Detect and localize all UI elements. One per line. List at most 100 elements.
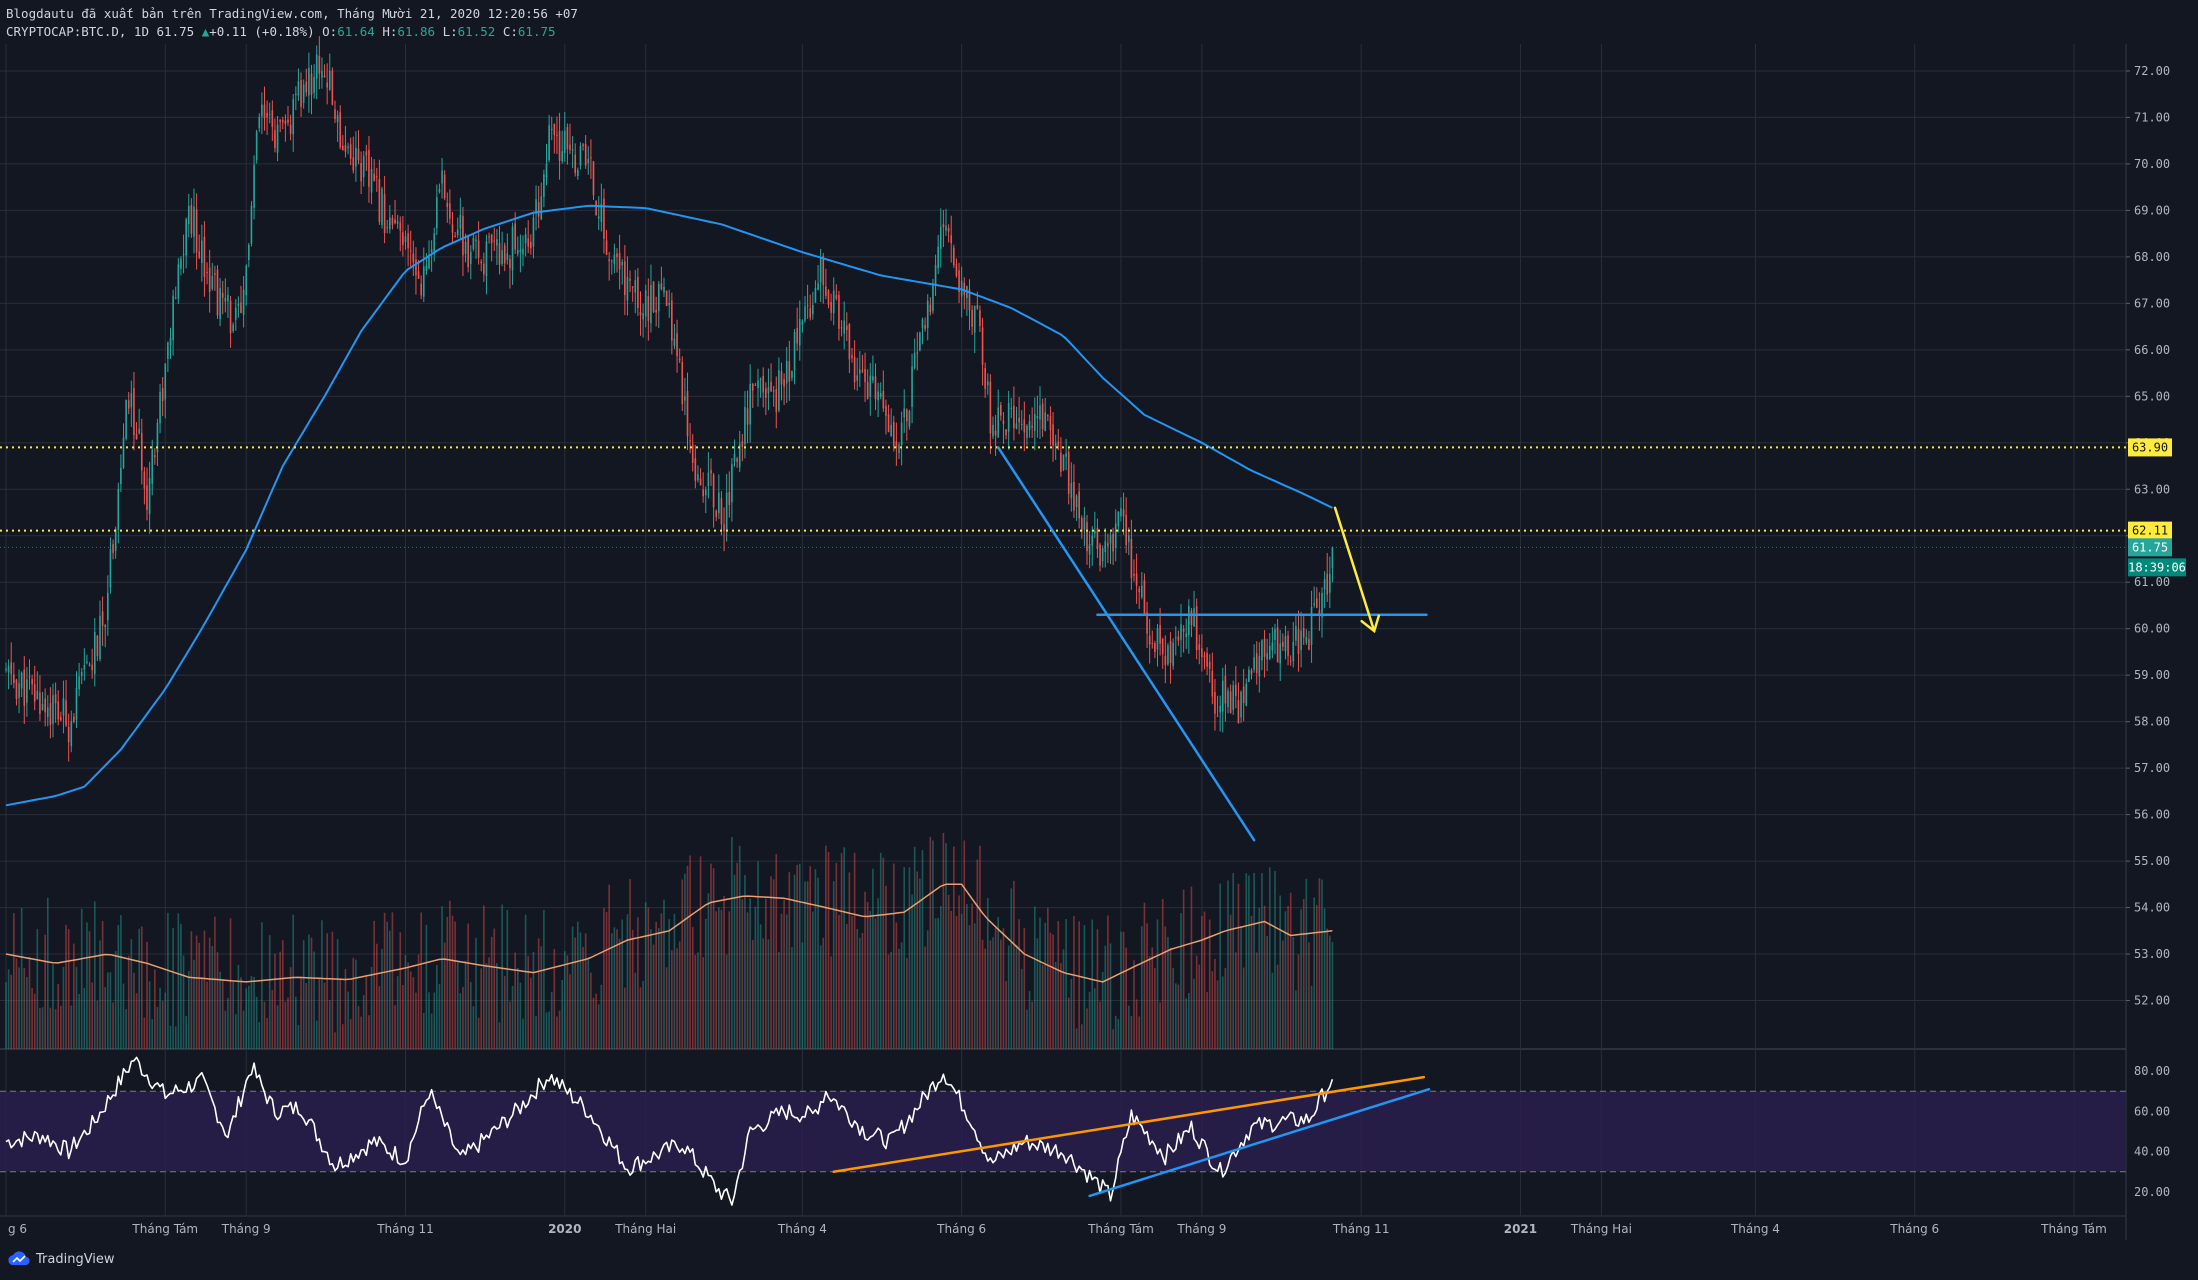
candle-body (934, 265, 937, 285)
volume-bar (83, 987, 86, 1049)
candle-body (561, 151, 563, 162)
candle-body (164, 363, 167, 400)
candle-body (809, 308, 812, 318)
candle-body (201, 240, 203, 263)
volume-bar (1138, 1016, 1141, 1049)
volume-bar (313, 951, 315, 1049)
volume-bar (822, 937, 825, 1049)
candle-body (1177, 636, 1180, 641)
candle-body (177, 264, 180, 299)
volume-bar (1188, 993, 1190, 1049)
volume-bar (125, 1009, 127, 1049)
candle-body (832, 290, 835, 314)
volume-bar (174, 1026, 177, 1049)
volume-bar (334, 1032, 336, 1049)
volume-bar (903, 867, 906, 1049)
candle-body (629, 278, 631, 281)
volume-bar (728, 911, 731, 1049)
candle-body (1107, 543, 1109, 547)
candle-body (80, 671, 83, 677)
candle-body (697, 473, 699, 481)
descending-trendline[interactable] (996, 446, 1256, 842)
candle-body (971, 309, 973, 327)
candle-body (968, 289, 971, 311)
volume-bar (825, 845, 827, 1049)
candle-body (759, 378, 762, 381)
volume-bar (462, 986, 464, 1049)
candle-body (430, 249, 433, 252)
candle-body (1120, 508, 1122, 517)
volume-bar (1274, 870, 1276, 1049)
drawings[interactable] (0, 446, 2126, 842)
candle-body (1190, 610, 1193, 626)
candle-body (1036, 415, 1039, 419)
candle-body (1127, 535, 1130, 542)
candle-body (814, 287, 817, 303)
candle-body (882, 390, 885, 409)
candle-body (258, 116, 261, 129)
candle-body (746, 408, 749, 425)
down-arrow-line[interactable] (1333, 506, 1376, 633)
time-tick-label: Tháng 4 (777, 1222, 827, 1236)
volume-bar (1036, 938, 1039, 1049)
candle-body (1028, 421, 1031, 430)
volume-bar (420, 912, 422, 1049)
candle-body (634, 280, 637, 293)
volume-bar (302, 940, 305, 1049)
candle-body (1242, 686, 1245, 704)
candle-body (240, 302, 242, 313)
volume-bar (879, 852, 882, 1049)
candle-body (67, 726, 70, 743)
symbol[interactable]: CRYPTOCAP:BTC.D, 1D (6, 24, 149, 39)
candle-body (57, 701, 60, 720)
current-price-label: 61.75 (2132, 540, 2168, 554)
volume-bar (378, 986, 381, 1049)
rsi-orange-trendline[interactable] (832, 1075, 1426, 1173)
candle-body (1073, 481, 1075, 511)
volume-bar (441, 906, 443, 1049)
volume-bar (1125, 947, 1127, 1049)
volume-bar (1214, 958, 1216, 1049)
volume-bar (127, 955, 130, 1049)
candle-body (229, 300, 232, 334)
volume-bar (1002, 928, 1005, 1049)
volume-bar (561, 979, 563, 1049)
volume-bar (788, 872, 791, 1049)
candle-body (378, 178, 381, 222)
rsi-overbought-oversold-band (0, 1091, 2126, 1172)
candle-body (1276, 627, 1279, 663)
volume-bar (1195, 955, 1198, 1049)
volume-bar (522, 1018, 524, 1049)
candle-body (1287, 635, 1289, 657)
price-tick-label: 65.00 (2134, 389, 2170, 403)
volume-bar (1237, 883, 1240, 1049)
volume-bar (1091, 919, 1094, 1049)
volume-bar (958, 895, 960, 1049)
candle-body (1174, 637, 1177, 639)
volume-bar (1101, 971, 1104, 1049)
candle-body (1221, 680, 1224, 712)
rsi-blue-trendline[interactable] (1088, 1087, 1431, 1198)
tradingview-logo[interactable]: TradingView (6, 1250, 115, 1268)
volume-bar (624, 987, 626, 1049)
candle-body (830, 302, 832, 313)
candle-body (433, 233, 436, 254)
volume-bar (864, 891, 866, 1049)
candle-body (1159, 625, 1161, 644)
volume-bar (819, 945, 822, 1049)
volume-bar (1302, 899, 1305, 1049)
volume-bar (626, 914, 629, 1049)
time-tick-label: Tháng 11 (1332, 1222, 1390, 1236)
candle-body (250, 205, 253, 244)
candle-body (425, 265, 428, 272)
volume-bar (1067, 997, 1070, 1049)
price-tick-label: 60.00 (2134, 622, 2170, 636)
candle-body (420, 283, 422, 296)
candle-body (647, 295, 650, 321)
candle-body (245, 265, 248, 296)
price-tick-label: 70.00 (2134, 157, 2170, 171)
volume-bar (590, 972, 592, 1049)
volume-bar (1154, 968, 1156, 1049)
candle-body (266, 112, 268, 118)
